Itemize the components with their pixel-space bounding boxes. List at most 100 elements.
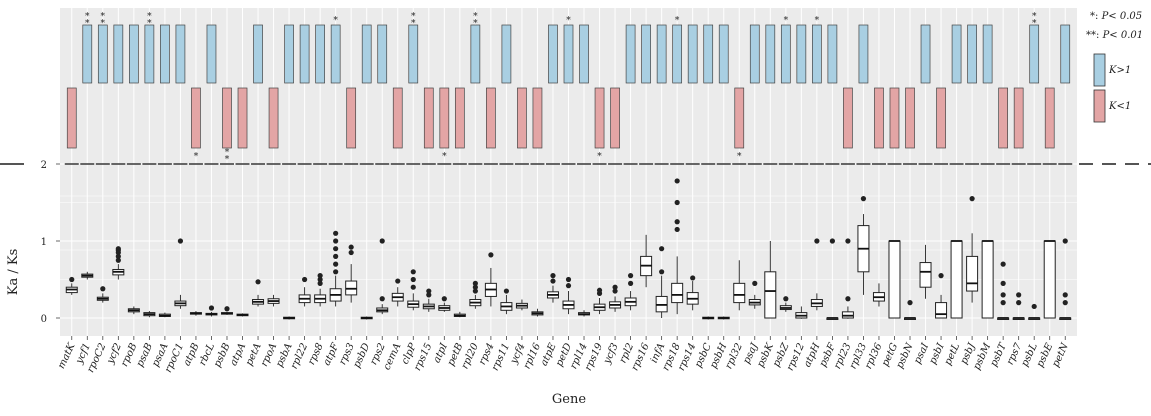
significance-mark-rpoC2: * * <box>101 12 106 29</box>
star: * <box>473 19 478 29</box>
boxplot-psbH <box>717 316 730 320</box>
significance-mark-rpl20: * * <box>473 12 478 29</box>
outlier-point <box>100 286 106 292</box>
k-gt-1-bar-psbD <box>361 24 372 84</box>
legend-sig-2-mark: **: <box>1086 30 1103 41</box>
significance-mark-atpH: * <box>815 16 820 26</box>
k-lt-1-bar-rps7 <box>1013 87 1024 149</box>
star: * <box>101 12 106 22</box>
k-gt-1-bar-psbF <box>827 24 838 84</box>
boxplot-psbJ <box>966 196 979 303</box>
outlier-point <box>1062 238 1068 244</box>
outlier-point <box>1000 261 1006 267</box>
outlier-point <box>565 283 572 289</box>
legend-k-gt-1-swatch <box>1093 53 1106 87</box>
outlier-point <box>333 261 339 267</box>
outlier-point <box>596 287 603 293</box>
outlier-point <box>627 280 634 286</box>
boxplot-petB <box>453 311 466 318</box>
k-gt-1-bar-rps12 <box>796 24 807 84</box>
boxplot-rpl32 <box>733 260 746 311</box>
k-gt-1-bar-rpl33 <box>858 24 869 84</box>
star: * <box>85 12 90 22</box>
y-tick-label: 0 <box>41 314 47 325</box>
outlier-point <box>115 253 121 259</box>
star: * <box>225 148 230 158</box>
k-lt-1-bar-rpl23 <box>843 87 853 149</box>
outlier-point <box>550 278 556 284</box>
boxplot-rps18 <box>671 178 684 315</box>
outlier-point <box>255 279 261 285</box>
significance-mark-psaB: * * <box>147 12 152 29</box>
k-gt-1-bar-rbcL <box>206 24 217 84</box>
boxplot-psbB <box>220 306 233 315</box>
k-gt-1-bar-petA <box>253 24 263 84</box>
k-gt-1-bar-psaB <box>144 24 155 84</box>
k-gt-1-bar-rpoC1 <box>175 24 186 84</box>
outlier-point <box>907 300 913 306</box>
outlier-point <box>1016 300 1022 306</box>
boxplot-atpF <box>329 230 342 307</box>
boxplot-psaI <box>919 244 932 299</box>
boxplot-ycf1 <box>81 271 94 280</box>
box-iqr <box>919 262 932 288</box>
outlier-point <box>379 238 385 244</box>
k-gt-1-bar-clpP <box>408 24 419 84</box>
legend-k-lt-1-label: K<1 <box>1108 101 1131 112</box>
significance-mark-ycf1: * * <box>85 12 90 29</box>
outlier-point <box>674 199 680 206</box>
outlier-point <box>938 273 944 279</box>
boxplot-petL <box>950 240 963 319</box>
x-axis-title: Gene <box>552 392 586 407</box>
y-axis: 0 1 2 <box>41 160 60 325</box>
significance-mark-rps19: * <box>597 152 602 162</box>
k-lt-1-bar-psbE <box>1044 87 1055 149</box>
box-iqr <box>888 240 901 319</box>
boxplot-psbK <box>764 241 777 319</box>
box-iqr <box>764 271 777 319</box>
k-lt-1-bar-cemA <box>392 87 403 149</box>
k-gt-1-bar-petD <box>563 24 574 84</box>
k-lt-1-bar-atpI <box>439 87 450 149</box>
k-lt-1-bar-petB <box>454 87 465 149</box>
significance-mark-rps18: * <box>675 16 680 26</box>
boxplot-rps19 <box>593 287 606 315</box>
boxplot-rpoC2 <box>96 286 109 303</box>
boxplot-layer <box>65 178 1072 320</box>
boxplot-rps11 <box>500 288 513 315</box>
outlier-point <box>115 257 121 263</box>
boxplot-rps3 <box>345 244 358 303</box>
outlier-point <box>612 284 618 290</box>
significance-mark-psbZ: * <box>784 16 789 26</box>
outlier-point <box>333 238 339 244</box>
k-gt-1-bar-psaA <box>160 24 170 84</box>
boxplot-atpH <box>810 238 823 311</box>
box-iqr <box>966 255 979 292</box>
legend-sig-1-label: P< 0.05 <box>1101 11 1143 22</box>
outlier-point <box>426 288 432 294</box>
outlier-point <box>302 276 308 283</box>
k-gt-1-bar-rps16 <box>641 24 651 84</box>
outlier-point <box>565 276 572 283</box>
k-lt-1-bar-atpB <box>191 87 201 149</box>
boxplot-petN <box>1059 238 1072 320</box>
k-lt-1-bar-atpA <box>237 87 248 149</box>
outlier-point <box>612 288 618 294</box>
legend-sig-2: **: P< 0.01 <box>1086 30 1143 41</box>
star: * <box>85 19 90 29</box>
outlier-point <box>348 244 354 250</box>
k-gt-1-bar-atpE <box>548 24 558 84</box>
boxplot-rpl36 <box>872 283 885 307</box>
outlier-point <box>472 280 478 286</box>
significance-mark-psbL: * * <box>1032 12 1037 29</box>
boxplot-psbE <box>1043 240 1056 319</box>
k-gt-1-bar-psbH <box>718 24 729 84</box>
k-lt-1-bar-rps15 <box>423 87 434 149</box>
k-gt-1-bar-psaI <box>920 24 931 84</box>
k-lt-1-bar-psbN <box>905 87 915 149</box>
boxplot-petG <box>888 240 901 319</box>
outlier-point <box>441 296 447 302</box>
legend-k-gt-1-label: K>1 <box>1108 65 1131 76</box>
boxplot-rpoA <box>267 294 280 307</box>
